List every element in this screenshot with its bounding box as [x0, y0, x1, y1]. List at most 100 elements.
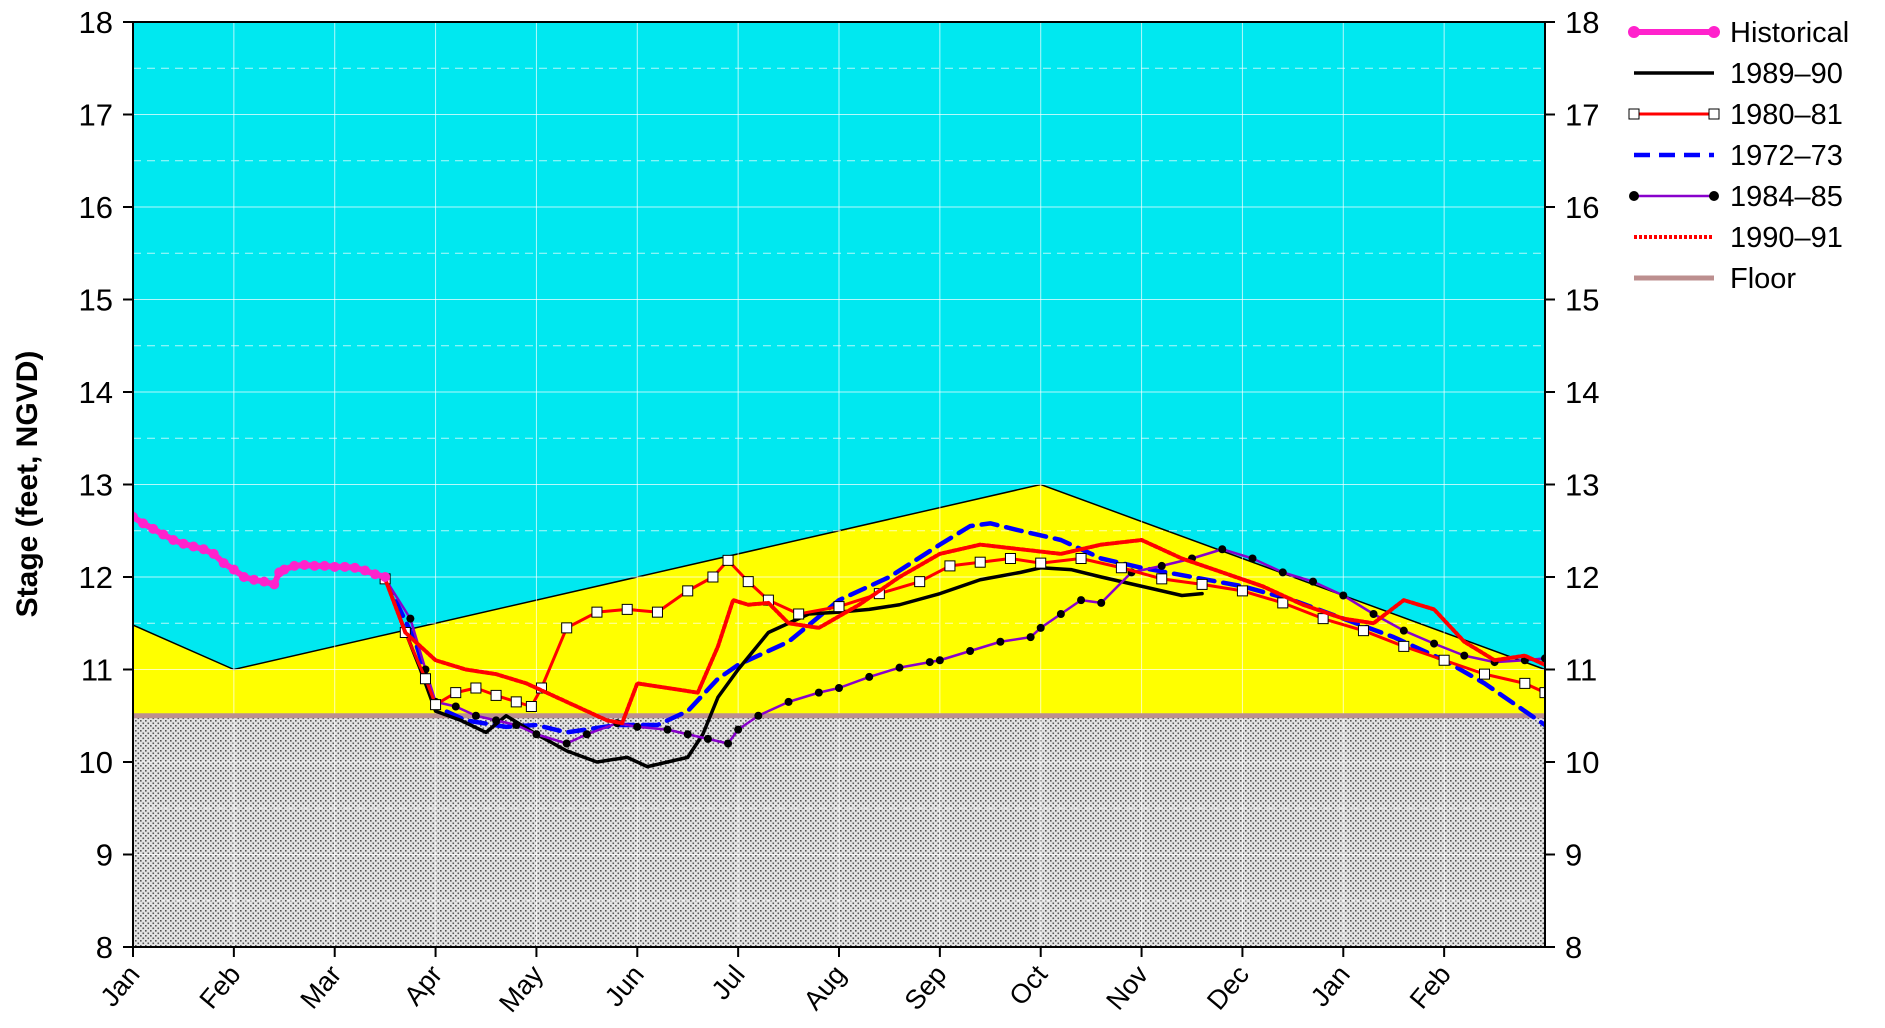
legend-label: 1980–81 [1730, 99, 1843, 131]
data-point [1056, 610, 1065, 618]
legend-marker [1628, 26, 1640, 38]
legend-label: 1972–73 [1730, 140, 1843, 172]
data-point [996, 637, 1005, 646]
y-tick-label-right: 10 [1565, 745, 1599, 780]
data-point [1369, 610, 1378, 618]
series-line-1980-81 [383, 557, 1545, 708]
data-point [651, 606, 663, 618]
y-tick-label-left: 8 [96, 930, 113, 965]
data-point [1156, 573, 1168, 585]
series-1980-81 [379, 553, 1545, 712]
y-tick-label-right: 17 [1565, 98, 1599, 133]
data-point [178, 538, 189, 549]
legend-item-1990-91: 1990–91 [1634, 222, 1843, 254]
data-point [349, 562, 360, 573]
data-point [168, 535, 179, 545]
data-point [1539, 687, 1545, 699]
data-point [148, 523, 159, 534]
data-point [865, 672, 874, 681]
data-point [259, 576, 270, 587]
data-point [289, 560, 300, 571]
data-point [450, 687, 462, 699]
legend-label: Floor [1730, 263, 1796, 295]
y-tick-label-right: 12 [1565, 560, 1599, 595]
data-point [621, 603, 633, 615]
legend-item-1984-85: 1984–85 [1629, 181, 1843, 213]
data-point [329, 561, 340, 572]
legend-marker [1708, 26, 1720, 38]
data-point [1236, 585, 1248, 597]
x-tick-label: Apr [398, 960, 448, 1011]
data-point [1196, 578, 1208, 590]
data-point [1097, 598, 1106, 607]
data-point [1430, 639, 1439, 648]
legend-marker [1628, 108, 1640, 120]
legend-marker [1709, 191, 1719, 201]
data-point [966, 647, 975, 655]
data-point [944, 560, 956, 572]
y-tick-label-right: 11 [1565, 653, 1597, 688]
data-point [198, 544, 209, 555]
legend-item-1989-90: 1989–90 [1634, 58, 1843, 90]
data-point [532, 730, 541, 739]
x-tick-label: May [493, 959, 549, 1018]
data-point [471, 711, 480, 720]
legend-label: Historical [1730, 17, 1849, 49]
y-tick-label-left: 18 [79, 5, 113, 40]
x-tick-label: Jun [599, 960, 650, 1013]
legend-label: 1989–90 [1730, 58, 1843, 90]
data-point [925, 658, 934, 667]
data-point [683, 730, 692, 739]
series-layer [133, 511, 1545, 769]
y-tick-label-right: 13 [1565, 468, 1599, 503]
data-point [784, 697, 793, 706]
legend-item-1972-73: 1972–73 [1634, 140, 1843, 172]
data-point [218, 558, 229, 569]
data-point [974, 556, 986, 568]
data-point [525, 701, 537, 712]
y-tick-label-left: 9 [96, 838, 113, 873]
y-tick-label-right: 15 [1565, 283, 1599, 318]
y-axis-left: 8 9 10 11 12 13 14 15 16 17 18 [79, 5, 133, 965]
data-point [492, 716, 501, 725]
x-tick-label: Jan [95, 960, 146, 1013]
data-point [682, 585, 694, 597]
data-point [1278, 568, 1287, 577]
data-point [1157, 561, 1166, 570]
data-point [1035, 557, 1047, 569]
legend: Historical 1989–90 1980–81 1972–73 1984–85 19… [1628, 17, 1849, 295]
x-tick-label: Nov [1100, 959, 1154, 1015]
data-point [1026, 633, 1035, 642]
data-point [703, 734, 712, 743]
data-point [319, 560, 330, 571]
data-point [1317, 613, 1329, 625]
x-tick-label: Feb [194, 960, 247, 1015]
data-point [419, 673, 431, 685]
data-point [269, 579, 280, 590]
data-point [339, 561, 350, 572]
data-point [1399, 626, 1408, 635]
y-tick-label-left: 10 [79, 745, 113, 780]
data-point [1398, 640, 1410, 652]
y-tick-label-right: 14 [1565, 375, 1599, 410]
data-point [561, 622, 573, 634]
data-point [633, 722, 642, 731]
data-point [814, 688, 823, 697]
data-point [238, 572, 249, 582]
data-point [707, 571, 719, 583]
legend-label: 1984–85 [1730, 181, 1843, 213]
data-point [299, 559, 310, 570]
data-point [1075, 553, 1087, 564]
data-point [1248, 554, 1257, 563]
data-point [835, 684, 843, 692]
data-point [722, 554, 734, 566]
data-point [742, 576, 754, 588]
data-point [1077, 596, 1086, 605]
data-point [370, 569, 381, 580]
legend-marker [1708, 108, 1720, 120]
data-point [512, 721, 521, 729]
data-point [833, 601, 845, 613]
y-axis-right: 8 9 10 11 12 13 14 15 16 17 18 [1545, 5, 1599, 965]
y-tick-label-right: 9 [1565, 838, 1582, 873]
data-point [208, 548, 219, 559]
